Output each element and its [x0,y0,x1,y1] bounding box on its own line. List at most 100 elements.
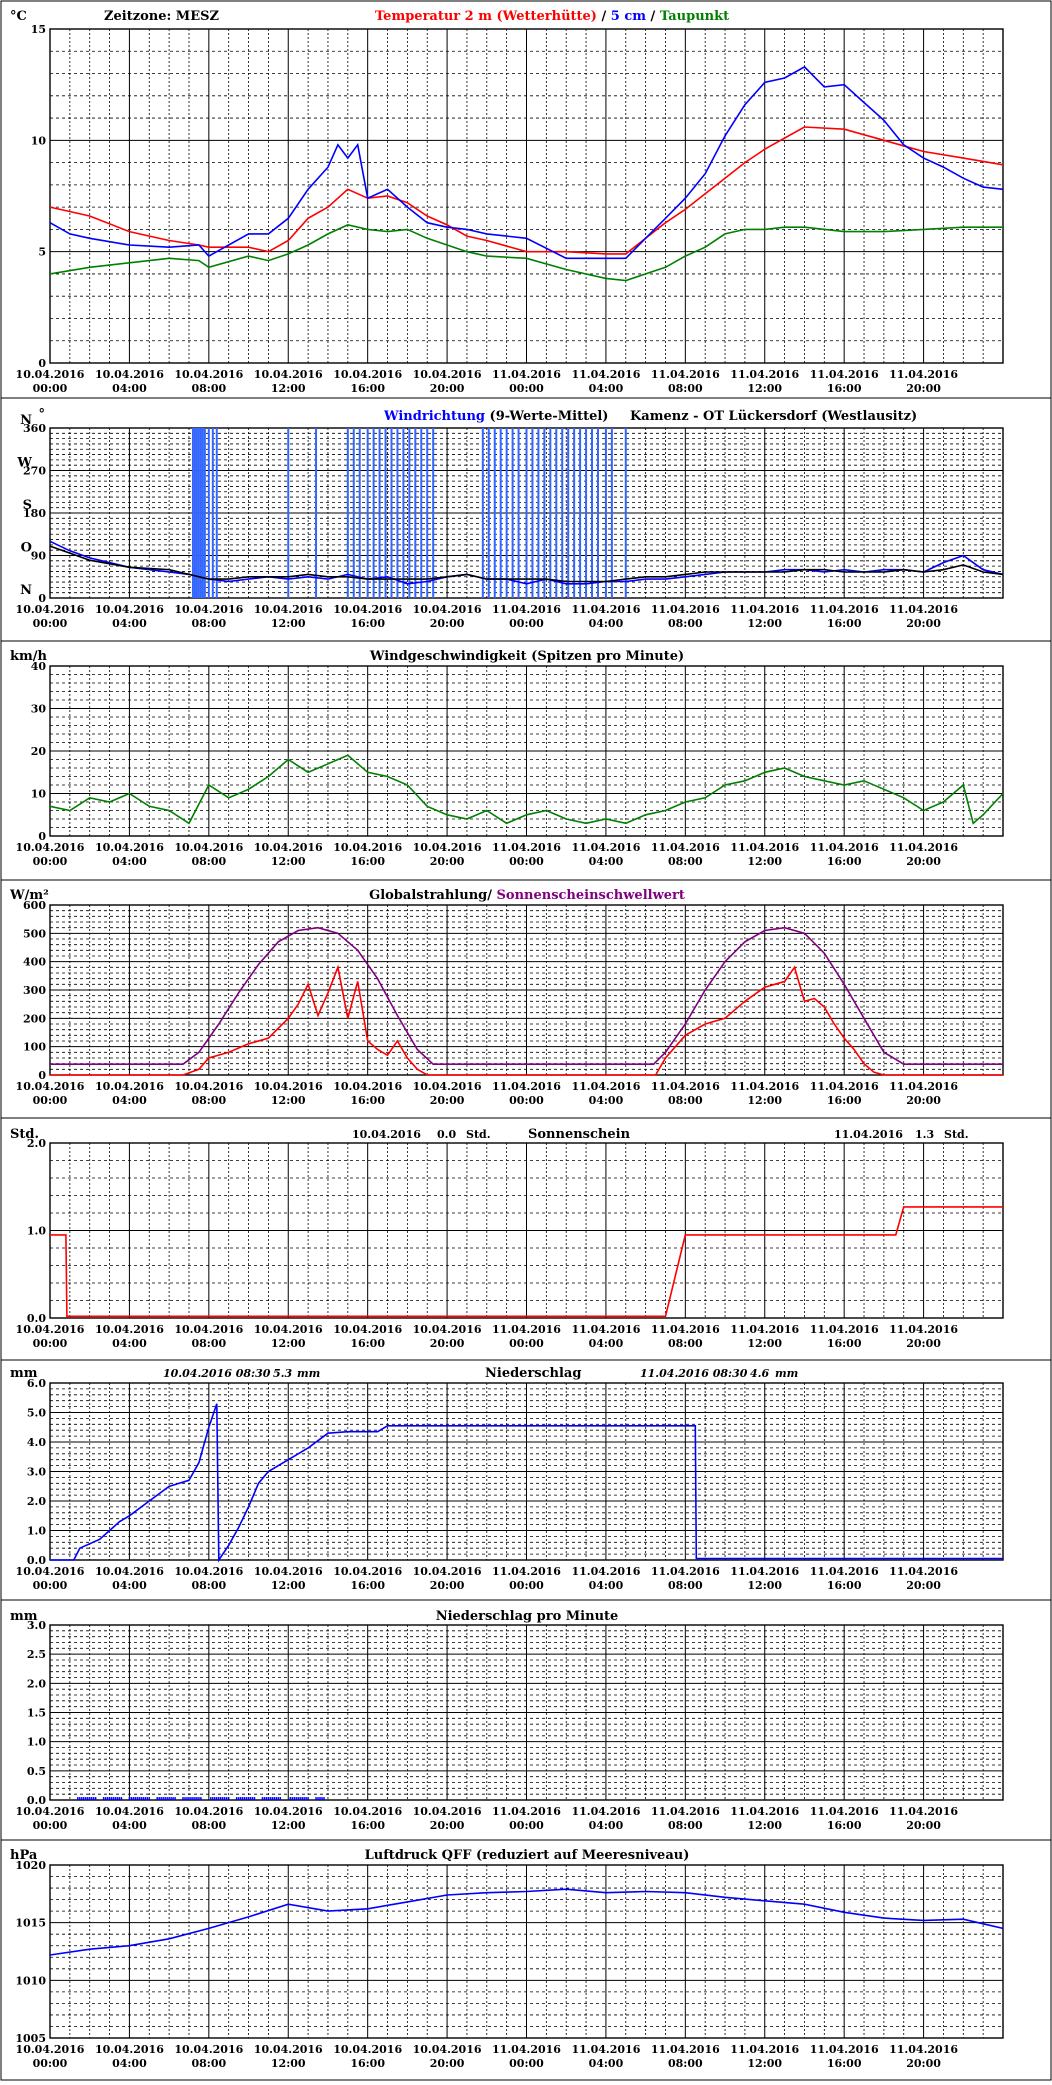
x-tick-time: 04:00 [589,382,624,395]
x-tick-time: 12:00 [747,1819,782,1832]
x-tick-time: 08:00 [668,617,703,630]
x-tick-time: 12:00 [747,1579,782,1592]
x-tick-date: 11.04.2016 [651,1805,720,1818]
x-tick-time: 08:00 [191,2057,226,2070]
title-stat: 10.04.2016 [352,1128,421,1141]
title-part-0: Niederschlag pro Minute [436,1609,619,1624]
x-tick-time: 20:00 [906,855,941,868]
y-tick-label: 180 [23,507,46,520]
y-tick-label: 400 [23,956,46,969]
x-tick-date: 11.04.2016 [651,1080,720,1093]
title-part-2: 5 cm [611,9,646,24]
x-tick-time: 20:00 [906,617,941,630]
y-tick-label: 20 [31,745,47,758]
x-tick-date: 10.04.2016 [254,1565,323,1578]
x-tick-date: 11.04.2016 [571,1805,640,1818]
x-tick-time: 00:00 [33,382,68,395]
x-tick-time: 12:00 [747,1337,782,1350]
x-tick-time: 00:00 [33,1819,68,1832]
title-stat: Std. [944,1128,969,1141]
x-tick-date: 10.04.2016 [16,1323,85,1336]
title-stat: 11.04.2016 [834,1128,903,1141]
x-tick-date: 11.04.2016 [730,368,799,381]
plot-frame [49,1142,1004,1319]
x-tick-time: 00:00 [509,1337,544,1350]
x-tick-date: 11.04.2016 [651,368,720,381]
y-tick-label: 1015 [15,1917,46,1930]
x-tick-time: 08:00 [191,855,226,868]
x-tick-date: 11.04.2016 [651,841,720,854]
x-tick-date: 11.04.2016 [810,1565,879,1578]
x-tick-time: 12:00 [271,617,306,630]
y-tick-label: 40 [31,660,47,673]
x-tick-date: 11.04.2016 [571,1080,640,1093]
x-tick-time: 00:00 [509,382,544,395]
x-tick-date: 11.04.2016 [651,1565,720,1578]
x-tick-date: 10.04.2016 [16,1080,85,1093]
x-tick-time: 20:00 [430,1579,465,1592]
x-tick-date: 10.04.2016 [174,2043,243,2056]
x-tick-date: 11.04.2016 [571,1323,640,1336]
x-tick-time: 00:00 [33,2057,68,2070]
chart-title: Temperatur 2 m (Wetterhütte) / 5 cm / Ta… [375,9,729,24]
x-tick-time: 00:00 [33,617,68,630]
x-tick-date: 11.04.2016 [810,603,879,616]
series-line-0 [50,1206,1003,1318]
y-tick-label: 1020 [15,1859,46,1872]
title-stat: mm [775,1367,798,1380]
y-tick-label: 0.0 [27,1794,46,1807]
y-tick-label: 200 [23,1012,46,1025]
x-tick-time: 04:00 [589,1337,624,1350]
title-part-0: Globalstrahlung/ [369,888,496,903]
y-tick-label: 0.5 [27,1765,46,1778]
x-tick-date: 10.04.2016 [95,603,164,616]
unit-label: mm [10,1366,38,1381]
series-line-0 [49,1888,1004,1956]
x-tick-date: 10.04.2016 [174,1805,243,1818]
unit-label: mm [10,1609,38,1624]
panel-sunshine: 0.01.02.0Std.10.04.201600:0010.04.201604… [1,1127,1051,1361]
x-tick-date: 10.04.2016 [254,368,323,381]
x-tick-date: 11.04.2016 [889,2043,958,2056]
compass-label: S [23,498,32,513]
title-part-0: Temperatur 2 m (Wetterhütte) [375,9,597,24]
x-tick-date: 10.04.2016 [16,2043,85,2056]
title-stat: 5.3 [273,1367,292,1380]
x-tick-time: 16:00 [827,1337,862,1350]
x-tick-date: 10.04.2016 [413,1805,482,1818]
x-tick-date: 10.04.2016 [16,1565,85,1578]
x-tick-time: 12:00 [271,1819,306,1832]
x-tick-time: 00:00 [509,1094,544,1107]
x-tick-time: 04:00 [112,382,147,395]
x-tick-time: 16:00 [827,1819,862,1832]
x-tick-time: 16:00 [350,617,385,630]
compass-label: N [20,583,32,598]
x-tick-date: 10.04.2016 [413,2043,482,2056]
series-line-1 [50,926,1003,1065]
y-tick-label: 300 [23,984,46,997]
y-tick-label: 6.0 [27,1377,46,1390]
x-tick-time: 04:00 [589,855,624,868]
y-tick-label: 1.0 [27,1736,46,1749]
x-tick-time: 16:00 [827,855,862,868]
x-tick-date: 11.04.2016 [651,603,720,616]
x-tick-date: 11.04.2016 [571,368,640,381]
x-tick-time: 16:00 [827,1094,862,1107]
x-tick-date: 10.04.2016 [16,1805,85,1818]
x-tick-date: 10.04.2016 [333,1565,402,1578]
y-tick-label: 1005 [15,2032,46,2045]
x-tick-date: 11.04.2016 [810,841,879,854]
y-tick-label: 5.0 [27,1407,46,1420]
x-tick-time: 20:00 [430,1337,465,1350]
panel-temperature: 051015°C10.04.201600:0010.04.201604:0010… [1,9,1051,399]
x-tick-date: 10.04.2016 [254,1323,323,1336]
y-tick-label: 2.0 [27,1137,46,1150]
x-tick-time: 16:00 [350,1579,385,1592]
x-tick-time: 00:00 [33,1579,68,1592]
title-part-3: / [646,9,660,24]
x-tick-time: 12:00 [271,1579,306,1592]
x-tick-date: 11.04.2016 [571,841,640,854]
y-tick-label: 0 [38,592,46,605]
x-tick-time: 08:00 [668,1094,703,1107]
